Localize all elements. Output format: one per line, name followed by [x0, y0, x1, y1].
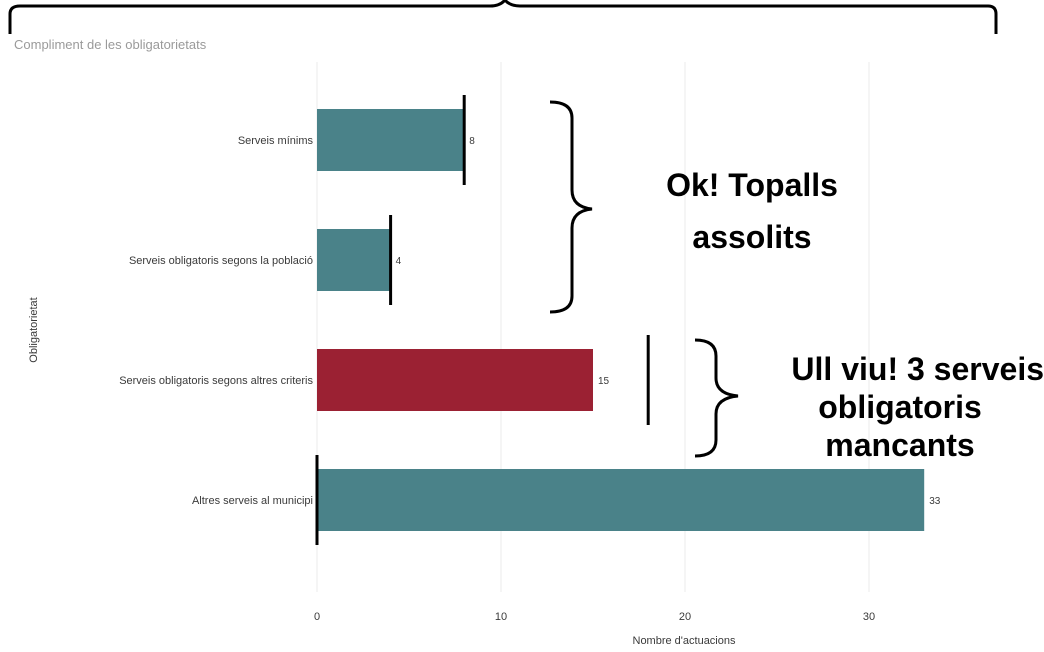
- bar-2: [317, 349, 593, 411]
- category-label-2: Serveis obligatoris segons altres criter…: [119, 375, 313, 387]
- data-label-2: 15: [598, 376, 610, 387]
- ok-bracket: [549, 100, 593, 314]
- y-axis-title: Obligatorietat: [28, 297, 40, 362]
- bar-0: [317, 109, 465, 171]
- category-label-1: Serveis obligatoris segons la població: [129, 255, 313, 267]
- x-tick-label-20: 20: [679, 611, 691, 623]
- warning-annotation-line-1: Ull viu! 3 serveis: [791, 351, 1044, 387]
- ok-annotation-line-1: Ok! Topalls: [666, 167, 838, 203]
- warning-bracket: [694, 338, 739, 458]
- category-labels: Serveis mínims Serveis obligatoris segons…: [119, 135, 313, 507]
- ok-annotation-line-2: assolits: [692, 219, 811, 255]
- data-label-0: 8: [469, 136, 475, 147]
- x-tick-labels: 010203040: [314, 611, 875, 623]
- x-tick-label-30: 30: [863, 611, 875, 623]
- bars: 8 4 15 33: [315, 95, 941, 545]
- category-label-3: Altres serveis al municipi: [192, 495, 313, 507]
- data-label-3: 33: [929, 496, 941, 507]
- bar-1: [317, 229, 391, 291]
- x-tick-label-0: 0: [314, 611, 320, 623]
- warning-annotation-line-3: mancants: [825, 427, 974, 463]
- chart-title: Compliment de les obligatorietats: [14, 37, 207, 52]
- top-bracket: [8, 0, 998, 34]
- x-tick-label-10: 10: [495, 611, 507, 623]
- x-axis-title: Nombre d'actuacions: [633, 635, 736, 647]
- data-label-1: 4: [396, 256, 402, 267]
- warning-annotation-line-2: obligatoris: [818, 389, 982, 425]
- category-label-0: Serveis mínims: [238, 135, 314, 147]
- bar-3: [317, 469, 925, 531]
